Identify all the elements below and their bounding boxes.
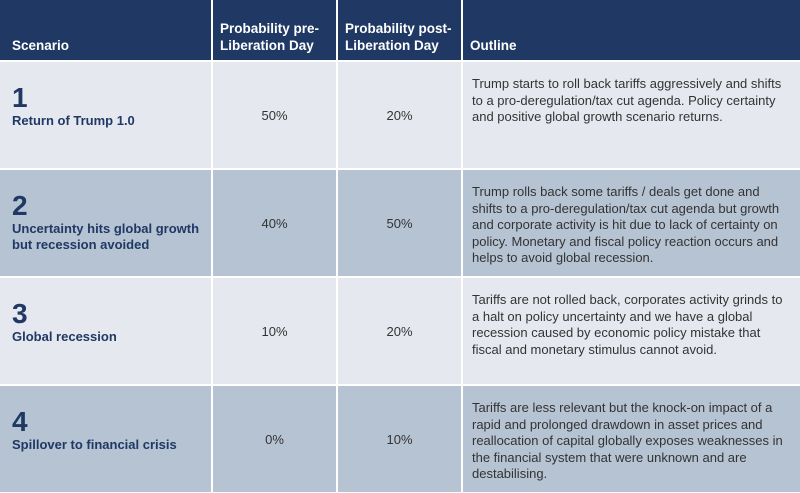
scenario-name: Return of Trump 1.0	[12, 113, 135, 128]
outline-text: Tariffs are not rolled back, corporates …	[472, 292, 783, 357]
table-row: 1 Return of Trump 1.0 50% 20% Trump star…	[0, 60, 800, 168]
prob-post-value: 20%	[338, 278, 463, 384]
prob-pre-value: 0%	[213, 386, 338, 492]
table-row: 3 Global recession 10% 20% Tariffs are n…	[0, 276, 800, 384]
scenario-cell: 4 Spillover to financial crisis	[0, 386, 213, 492]
outline-text: Tariffs are less relevant but the knock-…	[472, 400, 783, 481]
table-row: 4 Spillover to financial crisis 0% 10% T…	[0, 384, 800, 492]
table-header: Scenario Probability pre-Liberation Day …	[0, 0, 800, 60]
outline-text: Trump starts to roll back tariffs aggres…	[472, 76, 782, 124]
table-row: 2 Uncertainty hits global growth but rec…	[0, 168, 800, 276]
prob-post-value: 20%	[338, 62, 463, 168]
scenario-cell: 2 Uncertainty hits global growth but rec…	[0, 170, 213, 276]
scenario-number: 3	[12, 298, 28, 329]
scenario-number: 1	[12, 82, 28, 113]
prob-pre-value: 40%	[213, 170, 338, 276]
prob-pre-value: 10%	[213, 278, 338, 384]
prob-post-value: 50%	[338, 170, 463, 276]
scenario-cell: 3 Global recession	[0, 278, 213, 384]
scenario-name: Uncertainty hits global growth but reces…	[12, 221, 200, 252]
header-outline: Outline	[470, 38, 517, 53]
header-scenario: Scenario	[0, 0, 213, 60]
scenario-number: 2	[12, 190, 28, 221]
prob-post-value: 10%	[338, 386, 463, 492]
header-prob-post: Probability post-Liberation Day	[338, 0, 463, 60]
prob-pre-value: 50%	[213, 62, 338, 168]
scenario-cell: 1 Return of Trump 1.0	[0, 62, 213, 168]
scenario-number: 4	[12, 406, 28, 437]
scenario-name: Spillover to financial crisis	[12, 437, 177, 452]
outline-text: Trump rolls back some tariffs / deals ge…	[472, 184, 780, 265]
header-prob-pre: Probability pre-Liberation Day	[213, 0, 338, 60]
scenario-name: Global recession	[12, 329, 117, 344]
